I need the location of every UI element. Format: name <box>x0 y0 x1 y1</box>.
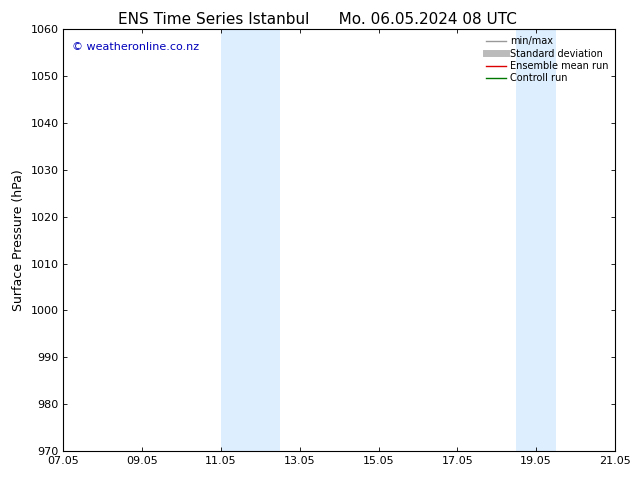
Bar <box>517 29 556 451</box>
Legend: min/max, Standard deviation, Ensemble mean run, Controll run: min/max, Standard deviation, Ensemble me… <box>484 34 610 85</box>
Y-axis label: Surface Pressure (hPa): Surface Pressure (hPa) <box>12 169 25 311</box>
Text: © weatheronline.co.nz: © weatheronline.co.nz <box>72 42 199 52</box>
Text: ENS Time Series Istanbul      Mo. 06.05.2024 08 UTC: ENS Time Series Istanbul Mo. 06.05.2024 … <box>117 12 517 27</box>
Bar <box>221 29 280 451</box>
